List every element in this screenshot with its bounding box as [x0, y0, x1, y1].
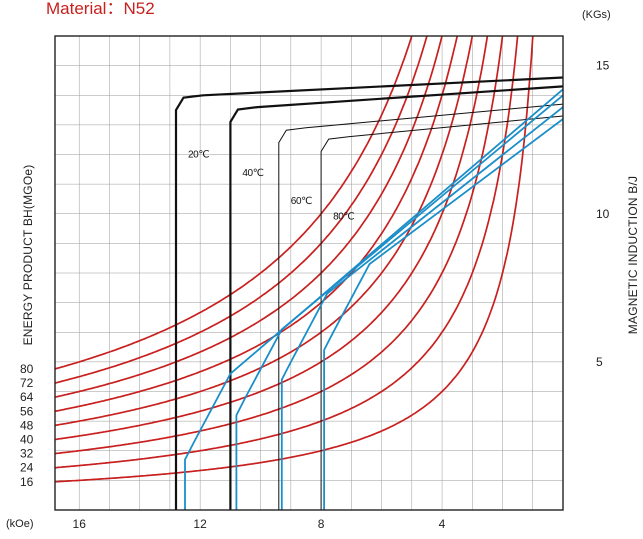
- bh-label-48: 48: [20, 418, 34, 432]
- bh-curve-24: [54, 35, 519, 469]
- temp-label-3: 60℃: [291, 196, 312, 207]
- x-tick-16: 16: [73, 517, 87, 531]
- bh-curve-40: [54, 35, 489, 441]
- bh-label-16: 16: [20, 475, 34, 489]
- intrinsic-curves: [174, 76, 564, 510]
- x-tick-4: 4: [439, 517, 446, 531]
- energy-product-curves: [54, 35, 534, 483]
- normal-curves: [184, 88, 564, 510]
- bh-curve-48: [54, 35, 474, 427]
- x-tick-labels: 16 12 8 4: [73, 517, 446, 531]
- j-curve-3: [278, 103, 564, 510]
- right-tick-labels: 15 10 5: [596, 59, 610, 369]
- temperature-labels: 20℃ 40℃ 60℃ 80℃: [188, 149, 355, 223]
- temp-label-2: 40℃: [242, 168, 263, 179]
- j-curve-4: [320, 115, 564, 510]
- right-tick-10: 10: [596, 207, 610, 221]
- chart-title: Material：N52: [46, 0, 155, 18]
- plot-frame: [54, 35, 564, 511]
- bh-label-56: 56: [20, 404, 34, 418]
- bh-curve-64: [54, 35, 443, 398]
- j-curve-2: [229, 85, 564, 510]
- bh-curve-80: [54, 35, 413, 370]
- left-axis-label: ENERGY PRODUCT BH(MGOe): [21, 165, 35, 346]
- right-axis-unit: (KGs): [582, 9, 611, 21]
- right-tick-15: 15: [596, 59, 610, 73]
- bh-curve-16: [54, 35, 534, 483]
- grid: [55, 36, 563, 510]
- bh-label-40: 40: [20, 433, 34, 447]
- right-tick-5: 5: [596, 355, 603, 369]
- j-curve-1: [174, 76, 564, 510]
- bh-label-64: 64: [20, 390, 34, 404]
- x-tick-12: 12: [193, 517, 207, 531]
- b-curve-3: [280, 106, 564, 510]
- bh-label-32: 32: [20, 447, 34, 461]
- bh-label-80: 80: [20, 362, 34, 376]
- bh-label-72: 72: [20, 376, 34, 390]
- bh-curve-72: [54, 35, 428, 384]
- temp-label-4: 80℃: [333, 212, 354, 223]
- temp-label-1: 20℃: [188, 149, 209, 160]
- right-axis-label: MAGNETIC INDUCTION B/J: [626, 176, 640, 334]
- bh-label-24: 24: [20, 461, 34, 475]
- b-curve-2: [235, 94, 564, 510]
- b-curve-4: [323, 118, 564, 510]
- x-axis-unit: (kOe): [6, 518, 34, 530]
- bh-curve-56: [54, 35, 459, 413]
- x-tick-8: 8: [318, 517, 325, 531]
